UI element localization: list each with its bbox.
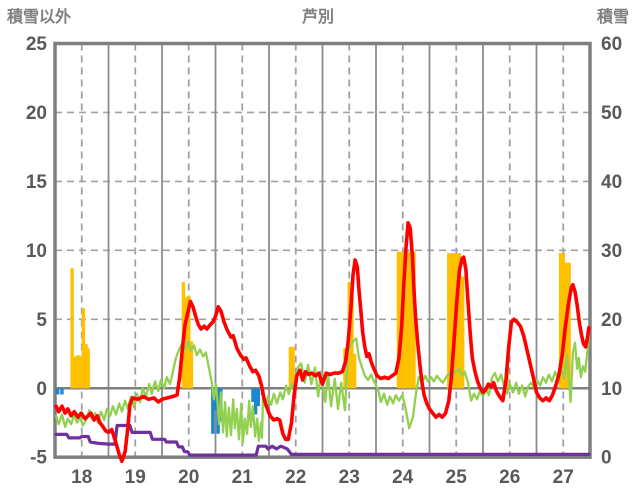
svg-text:50: 50 xyxy=(601,103,622,124)
svg-text:19: 19 xyxy=(125,467,146,488)
x-axis-labels: 18 19 20 21 22 23 24 25 26 27 xyxy=(71,467,574,488)
svg-text:5: 5 xyxy=(36,310,47,331)
left-axis-labels: 25 20 15 10 5 0 -5 xyxy=(26,34,48,469)
right-axis-labels: 60 50 40 30 20 10 0 xyxy=(601,34,622,469)
right-axis-title: 積雪 xyxy=(596,9,629,26)
svg-text:20: 20 xyxy=(601,310,622,331)
chart-title: 芦別 xyxy=(301,9,334,26)
svg-text:60: 60 xyxy=(601,34,622,55)
plot-border xyxy=(53,41,592,459)
svg-text:0: 0 xyxy=(601,448,612,469)
green-line xyxy=(54,333,591,445)
svg-text:22: 22 xyxy=(285,467,306,488)
svg-text:15: 15 xyxy=(26,172,48,193)
svg-text:23: 23 xyxy=(339,467,360,488)
svg-text:40: 40 xyxy=(601,172,622,193)
svg-text:20: 20 xyxy=(26,103,47,124)
svg-text:20: 20 xyxy=(178,467,199,488)
red-line xyxy=(54,221,591,464)
svg-text:18: 18 xyxy=(71,467,92,488)
svg-text:25: 25 xyxy=(446,467,468,488)
left-axis-title: 積雪以外 xyxy=(7,9,72,26)
svg-text:25: 25 xyxy=(26,34,48,55)
svg-text:10: 10 xyxy=(601,379,622,400)
svg-text:30: 30 xyxy=(601,241,622,262)
svg-text:21: 21 xyxy=(232,467,254,488)
svg-text:27: 27 xyxy=(553,467,574,488)
svg-text:10: 10 xyxy=(26,241,47,262)
svg-text:24: 24 xyxy=(392,467,414,488)
purple-line xyxy=(54,423,591,457)
svg-text:26: 26 xyxy=(499,467,520,488)
svg-text:-5: -5 xyxy=(30,448,47,469)
svg-text:0: 0 xyxy=(36,379,47,400)
